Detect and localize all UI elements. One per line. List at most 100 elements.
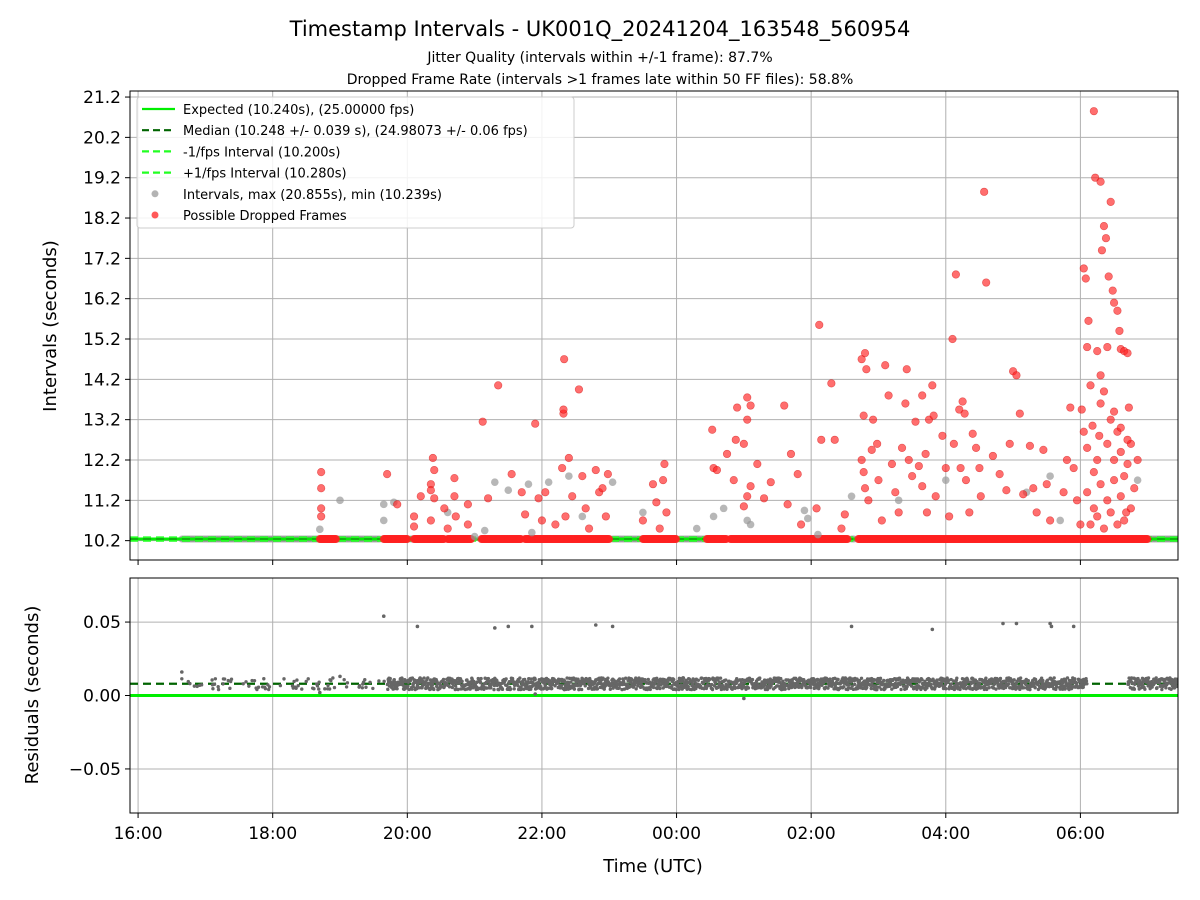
residual-point [699, 676, 704, 680]
residual-point [899, 687, 903, 692]
residual-point [1043, 685, 1048, 690]
dropped-point [1109, 298, 1119, 307]
y-tick-label: 15.2 [83, 330, 121, 350]
dropped-point [561, 512, 570, 521]
dropped-point [560, 355, 569, 364]
interval-point [504, 486, 513, 495]
dropped-point [904, 455, 913, 465]
residual-point [228, 686, 232, 691]
dropped-point [660, 459, 669, 469]
dropped-point [980, 187, 989, 196]
residual-point [646, 677, 650, 682]
y-tick-label: 10.2 [83, 532, 121, 552]
residual-point [622, 687, 627, 691]
dropped-point [1115, 326, 1124, 336]
dropped-point [783, 500, 792, 509]
dropped-point [1096, 177, 1105, 186]
dropped-point [830, 435, 839, 444]
residual-point [1071, 624, 1076, 629]
residual-point [1065, 676, 1070, 680]
residual-point [677, 687, 681, 692]
interval-point [608, 478, 617, 486]
dropped-point [601, 512, 610, 521]
residual-point [1052, 676, 1056, 680]
residual-point [826, 686, 830, 690]
interval-point [524, 480, 533, 488]
legend-label: -1/fps Interval (10.200s) [183, 145, 340, 160]
dropped-point [416, 492, 425, 501]
dropped-point [1116, 447, 1125, 457]
dropped-point [1083, 443, 1092, 452]
residual-point [317, 687, 321, 691]
residual-point [199, 683, 204, 687]
residual-point [282, 677, 286, 681]
dropped-point [581, 504, 590, 513]
dropped-point [507, 470, 516, 479]
dropped-point [1123, 435, 1132, 444]
residual-point [709, 682, 714, 687]
dropped-point [1086, 381, 1095, 390]
residual-point [430, 682, 435, 687]
residual-point [905, 684, 909, 689]
dropped-point [1012, 371, 1021, 380]
interval-point [565, 472, 573, 480]
residual-point [681, 676, 686, 680]
dropped-point [1042, 480, 1051, 489]
residual-point [674, 687, 678, 692]
residual-point [489, 686, 493, 690]
dropped-point [1109, 476, 1119, 485]
residual-point [388, 676, 392, 681]
dropped-point [1046, 516, 1055, 525]
residual-point [504, 677, 508, 681]
dropped-point [1025, 441, 1035, 450]
dropped-point [968, 429, 977, 438]
residual-point [1055, 685, 1059, 689]
dropped-point [815, 320, 824, 329]
residual-point [371, 686, 375, 691]
residual-point [1052, 679, 1057, 684]
dropped-point [521, 510, 530, 519]
interval-point [746, 520, 755, 529]
residual-point [263, 687, 268, 691]
dropped-point [1089, 467, 1098, 477]
residual-point [1022, 686, 1026, 690]
residual-point [1127, 682, 1131, 686]
residual-point [1028, 687, 1032, 692]
dropped-point [722, 449, 732, 459]
residual-point [256, 685, 261, 689]
residual-point [262, 677, 266, 681]
interval-point [709, 512, 718, 521]
residual-point [915, 687, 919, 691]
residual-point [493, 626, 497, 630]
dropped-point [1101, 234, 1111, 243]
dropped-point [960, 409, 969, 418]
dropped-point [517, 488, 526, 497]
residual-point [718, 676, 723, 680]
bottom-y-axis-label: Residuals (seconds) [22, 606, 43, 785]
residual-point [849, 624, 854, 629]
residual-point [1084, 679, 1089, 683]
dropped-point [1109, 407, 1119, 416]
dropped-point [1093, 347, 1102, 356]
residual-point [211, 687, 215, 691]
residual-point [1154, 676, 1158, 680]
dropped-point [860, 349, 870, 358]
dropped-point [648, 480, 658, 489]
dropped-point [430, 494, 439, 503]
residual-point [317, 680, 321, 684]
residual-point [368, 680, 372, 684]
residual-point [411, 684, 415, 689]
residual-point [842, 684, 846, 689]
residual-point [447, 685, 452, 689]
residual-point [841, 676, 845, 680]
dropped-point [780, 401, 789, 410]
dropped-point [317, 512, 326, 521]
residual-point [930, 627, 935, 632]
residual-point [595, 687, 600, 691]
dropped-point [494, 381, 503, 390]
residual-point [955, 676, 959, 680]
dropped-point [1113, 520, 1122, 529]
interval-point [639, 508, 647, 517]
residual-point [312, 687, 316, 691]
dropped-point [733, 403, 742, 412]
